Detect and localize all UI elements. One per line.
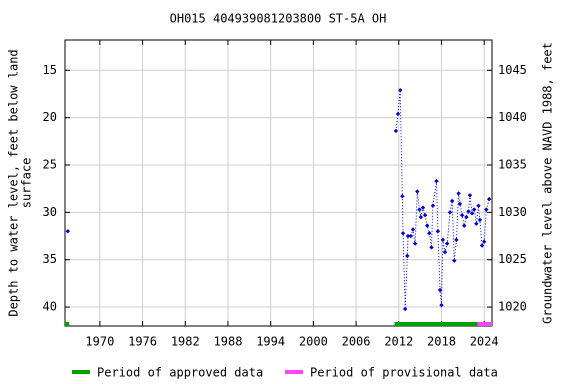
data-point xyxy=(397,87,403,93)
y-tick-label: 15 xyxy=(43,63,57,77)
y2-tick-label: 1025 xyxy=(498,252,527,266)
data-point xyxy=(447,210,453,215)
y-axis-label-line: surface xyxy=(20,158,34,209)
data-point xyxy=(439,302,444,308)
data-point xyxy=(400,194,405,199)
data-point xyxy=(393,128,399,134)
y2-axis-label: Groundwater level above NAVD 1988, feet xyxy=(541,42,555,324)
x-tick-label: 2006 xyxy=(342,335,371,349)
data-point xyxy=(459,212,465,218)
chart-title: OH015 404939081203800 ST-5A OH xyxy=(170,12,387,26)
data-line xyxy=(395,90,490,309)
data-point xyxy=(456,191,461,196)
data-point xyxy=(425,223,430,228)
data-point xyxy=(452,258,457,263)
data-point xyxy=(464,214,469,220)
data-point xyxy=(410,227,416,232)
data-point xyxy=(477,217,483,223)
data-point xyxy=(444,241,450,246)
data-point xyxy=(476,203,481,208)
data-point xyxy=(415,189,420,194)
data-point xyxy=(466,209,471,214)
data-point xyxy=(474,221,479,226)
data-point xyxy=(434,178,439,184)
data-point xyxy=(469,211,475,216)
data-point xyxy=(408,233,414,239)
period-bar xyxy=(65,322,70,326)
data-point xyxy=(422,212,428,218)
y-tick-label: 20 xyxy=(43,110,57,124)
period-bar xyxy=(394,322,478,326)
data-point xyxy=(486,196,492,202)
y2-tick-label: 1020 xyxy=(498,300,527,314)
data-point xyxy=(467,193,473,198)
data-point xyxy=(481,239,487,244)
y-axis-label-line: Depth to water level, feet below land xyxy=(7,49,21,316)
data-point xyxy=(427,230,432,236)
legend-label: Period of approved data xyxy=(97,366,263,380)
data-point xyxy=(420,205,426,210)
data-point xyxy=(395,111,401,117)
data-point xyxy=(405,253,410,259)
data-point xyxy=(454,237,459,243)
data-point xyxy=(440,237,446,243)
data-point xyxy=(472,207,477,212)
y2-tick-label: 1045 xyxy=(498,63,527,77)
y2-tick-label: 1040 xyxy=(498,110,527,124)
plot-frame xyxy=(64,39,493,327)
data-point xyxy=(479,243,485,248)
y-tick-label: 30 xyxy=(43,205,57,219)
y-tick-label: 35 xyxy=(43,252,57,266)
x-tick-label: 1982 xyxy=(171,335,200,349)
data-point xyxy=(412,241,418,246)
x-tick-label: 2012 xyxy=(384,335,413,349)
data-point xyxy=(400,230,406,236)
data-point xyxy=(442,249,448,255)
y-tick-label: 25 xyxy=(43,158,57,172)
data-point xyxy=(449,198,455,204)
x-tick-label: 1976 xyxy=(128,335,157,349)
data-point xyxy=(457,201,463,207)
data-point xyxy=(429,245,434,250)
data-point xyxy=(430,203,436,208)
x-tick-label: 2024 xyxy=(470,335,499,349)
data-point xyxy=(417,207,422,212)
x-tick-label: 2018 xyxy=(427,335,456,349)
data-point xyxy=(462,223,467,228)
x-tick-label: 2000 xyxy=(299,335,328,349)
y2-tick-label: 1030 xyxy=(498,205,527,219)
data-point xyxy=(402,306,408,312)
y-axis-label: Depth to water level, feet below land su… xyxy=(7,49,34,316)
period-bar xyxy=(477,322,492,326)
legend-label: Period of provisional data xyxy=(310,366,498,380)
data-point xyxy=(435,229,441,234)
x-tick-label: 1994 xyxy=(256,335,285,349)
x-tick-label: 1970 xyxy=(85,335,114,349)
data-point xyxy=(484,207,489,212)
y-tick-label: 40 xyxy=(43,300,57,314)
y2-tick-label: 1035 xyxy=(498,158,527,172)
data-point xyxy=(418,214,424,220)
data-point xyxy=(65,229,71,234)
x-tick-label: 1988 xyxy=(214,335,243,349)
data-point xyxy=(437,287,443,293)
data-point xyxy=(405,233,411,239)
